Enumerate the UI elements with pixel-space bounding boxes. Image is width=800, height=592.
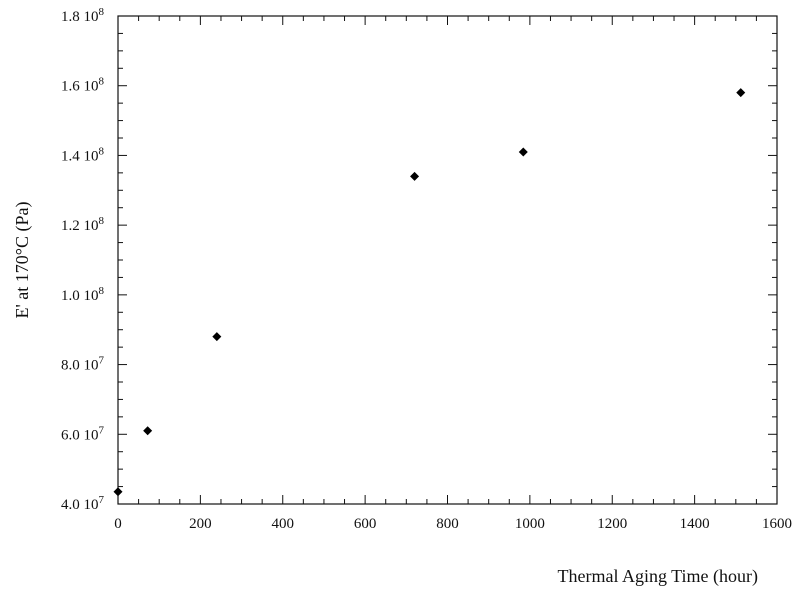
x-tick-label: 400 [272, 516, 295, 532]
x-tick-label: 800 [436, 516, 459, 532]
y-tick-label: 6.0 107 [61, 424, 105, 443]
x-tick-label: 1400 [680, 516, 710, 532]
y-axis: 4.0 107 6.0 107 8.0 107 1.0 108 1.2 108 1.4 1… [61, 6, 777, 513]
plot-frame [117, 15, 778, 505]
x-axis: 0 200 400 600 800 1000 1200 1400 1600 [114, 16, 792, 532]
x-tick-label: 1600 [762, 516, 792, 532]
y-axis-title: E' at 170°C (Pa) [12, 202, 33, 319]
y-tick-label: 1.4 108 [61, 145, 105, 164]
y-tick-label: 1.8 108 [61, 6, 105, 25]
data-points [113, 88, 746, 497]
x-tick-label: 200 [189, 516, 212, 532]
x-tick-label: 1200 [597, 516, 627, 532]
y-tick-label: 1.2 108 [61, 215, 105, 234]
data-point [143, 426, 153, 436]
y-tick-label: 1.0 108 [61, 285, 105, 304]
data-point [212, 332, 222, 342]
x-tick-label: 0 [114, 516, 122, 532]
data-point [736, 88, 746, 98]
data-point [113, 487, 123, 497]
y-tick-label: 4.0 107 [61, 494, 105, 513]
data-point [410, 171, 420, 181]
x-tick-label: 1000 [515, 516, 545, 532]
data-point [518, 147, 528, 157]
x-tick-label: 600 [354, 516, 377, 532]
y-tick-label: 1.6 108 [61, 76, 105, 95]
x-axis-title: Thermal Aging Time (hour) [558, 566, 759, 587]
y-tick-label: 8.0 107 [61, 355, 105, 374]
